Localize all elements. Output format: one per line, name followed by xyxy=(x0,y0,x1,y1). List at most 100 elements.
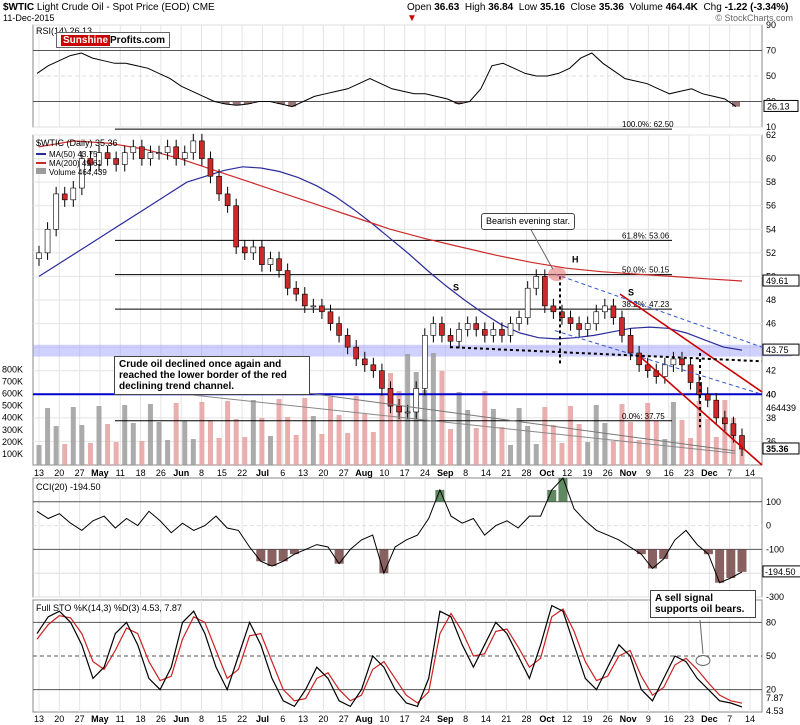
candle xyxy=(284,270,291,289)
x-tick-label: May xyxy=(91,468,109,478)
volume-tick-label: 300K xyxy=(2,425,23,435)
price-tag-label: 464439 xyxy=(766,403,796,413)
candle xyxy=(670,358,677,366)
volume-bar xyxy=(516,408,522,465)
x-tick-label: 26 xyxy=(156,714,166,724)
volume-tick-label: 100K xyxy=(2,449,23,459)
x-tick-label: 27 xyxy=(75,468,85,478)
candle xyxy=(79,158,85,189)
candle xyxy=(550,305,557,313)
price-tag-box xyxy=(762,343,800,356)
volume-value: 464.4K xyxy=(665,2,698,13)
cci-overbought-fill xyxy=(547,489,557,502)
blue-channel-upper xyxy=(554,273,763,348)
x-tick-label: Nov xyxy=(620,468,637,478)
high-value: 36.84 xyxy=(488,2,514,13)
volume-tick-label: 500K xyxy=(2,401,23,411)
volume-bar xyxy=(233,419,239,465)
x-tick-label: 8 xyxy=(463,468,468,478)
down-arrow-icon: ▼ xyxy=(407,13,417,24)
candle xyxy=(370,364,377,372)
volume-legend: Volume 464,439 xyxy=(49,168,107,177)
price-tag-label: 40 xyxy=(766,389,776,399)
cci-tick-label: -100 xyxy=(766,544,784,554)
volume-bar xyxy=(105,424,111,465)
candle xyxy=(113,158,119,165)
volume-bar xyxy=(422,390,428,465)
cci-overbought-fill xyxy=(558,478,568,502)
volume-bar xyxy=(173,403,179,465)
x-tick-label: 26 xyxy=(603,714,613,724)
sto-tick-label: 20 xyxy=(766,685,776,695)
candle xyxy=(576,323,582,330)
candle xyxy=(430,323,437,336)
candle xyxy=(447,335,454,342)
price-tick-label: 52 xyxy=(766,248,776,258)
volume-bar xyxy=(533,444,539,465)
x-tick-label: Sep xyxy=(437,714,454,724)
candle xyxy=(542,276,548,307)
cci-oversold-fill xyxy=(715,549,725,583)
neckline xyxy=(449,346,763,363)
sto-d-last: 7.87 xyxy=(766,693,784,703)
volume-bar xyxy=(482,391,488,465)
price-tick-label: 62 xyxy=(766,130,776,140)
volume-bar xyxy=(336,415,342,465)
candle xyxy=(301,293,308,307)
candle xyxy=(533,276,540,289)
x-tick-label: Oct xyxy=(539,468,554,478)
volume-bar xyxy=(670,402,676,465)
x-tick-label: 6 xyxy=(280,714,285,724)
candle xyxy=(293,287,299,295)
sto-legend: Full STO %K(14,3) %D(3) 4.53, 7.87 xyxy=(36,603,182,613)
candle xyxy=(482,329,488,336)
x-tick-label: 11 xyxy=(116,714,125,724)
price-tag-box xyxy=(762,442,800,455)
volume-bar xyxy=(430,353,436,465)
candle xyxy=(722,417,728,425)
x-tick-label: 10 xyxy=(379,714,389,724)
candle xyxy=(473,323,480,330)
x-tick-label: 14 xyxy=(481,468,491,478)
cci-oversold-fill xyxy=(256,549,266,562)
volume-bar xyxy=(276,399,282,465)
evening-star-marker xyxy=(548,267,566,282)
volume-bar xyxy=(508,445,514,465)
volume-bar xyxy=(216,438,222,465)
x-tick-label: 8 xyxy=(199,714,204,724)
price-tick-label: 48 xyxy=(766,295,776,305)
price-tag-label: 49.61 xyxy=(766,276,789,286)
x-tick-label: 24 xyxy=(420,714,430,724)
x-tick-label: 16 xyxy=(664,714,674,724)
x-tick-label: 22 xyxy=(237,714,247,724)
candle xyxy=(464,323,471,330)
cci-oversold-fill xyxy=(647,549,657,569)
candle xyxy=(344,335,351,348)
cci-oversold-fill xyxy=(703,549,713,555)
x-tick-label: 20 xyxy=(318,714,328,724)
candle xyxy=(713,399,720,419)
volume-bar xyxy=(302,398,308,465)
candle xyxy=(233,205,239,248)
x-tick-label: 9 xyxy=(646,714,651,724)
ohlc-readout: Open 36.63 High 36.84 Low 35.16 Close 35… xyxy=(407,2,789,24)
volume-tick-label: 600K xyxy=(2,389,23,399)
volume-bar xyxy=(182,421,188,465)
x-tick-label: 9 xyxy=(646,468,651,478)
x-tick-label: 13 xyxy=(34,714,44,724)
callout-pointer xyxy=(299,391,736,452)
cci-oversold-fill xyxy=(334,549,344,564)
x-tick-label: 12 xyxy=(562,714,572,724)
candle xyxy=(704,393,711,401)
volume-bar xyxy=(602,423,608,465)
x-tick-label: 26 xyxy=(603,468,613,478)
cci-oversold-fill xyxy=(636,549,646,555)
volume-bar xyxy=(267,436,273,465)
volume-bar xyxy=(439,371,445,465)
x-tick-label: 21 xyxy=(501,714,511,724)
candle xyxy=(387,388,394,407)
sell-signal-pointer xyxy=(699,619,704,654)
sto-d-line xyxy=(36,608,743,704)
x-tick-label: 14 xyxy=(745,468,755,478)
x-tick-label: Jun xyxy=(173,714,189,724)
